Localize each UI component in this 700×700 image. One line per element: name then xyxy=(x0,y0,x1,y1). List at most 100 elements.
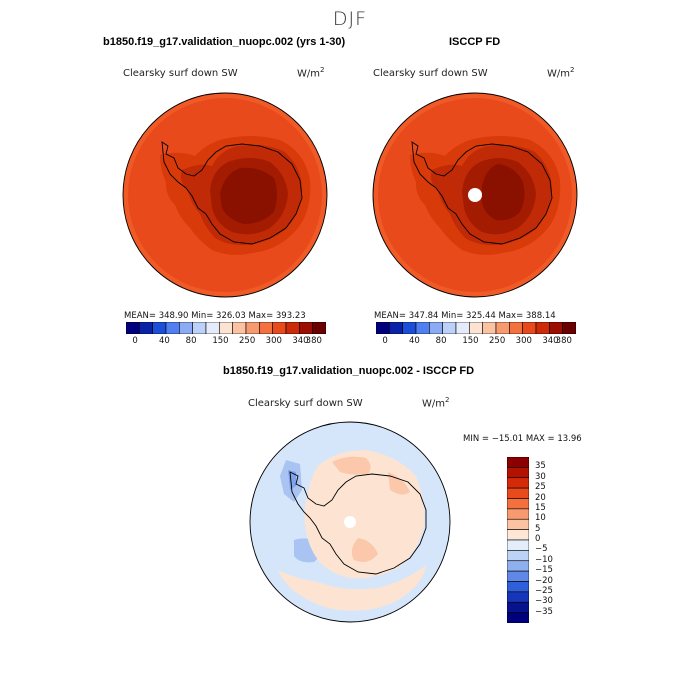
panel1-colorbar-tick-label: 80 xyxy=(185,336,197,346)
diff-positive-patch-north xyxy=(332,456,371,475)
diff-colorbar-label: −25 xyxy=(535,585,553,596)
panel2-ocean-edge xyxy=(373,93,577,297)
panel2-colorbar-swatch xyxy=(495,322,510,334)
panel1-colorbar-swatch xyxy=(272,322,287,334)
panel2-coastline xyxy=(411,141,553,245)
panel1-stats: MEAN= 348.90 Min= 326.03 Max= 393.23 xyxy=(124,311,306,321)
diff-colorbar-label: −35 xyxy=(535,606,553,617)
diff-colorbar-label: 20 xyxy=(535,492,546,503)
panel1-colorbar-swatch xyxy=(232,322,247,334)
panel1-colorbar-ticks: 0 40 80 150 250 300 340 380 xyxy=(126,336,326,348)
panel1-colorbar-swatch xyxy=(285,322,300,334)
diff-colorbar-swatch xyxy=(507,487,529,499)
panel1-colorbar-swatch xyxy=(259,322,273,334)
panel1-colorbar-swatch xyxy=(245,322,260,334)
diff-colorbar-swatch xyxy=(507,581,529,593)
panel1-coastline xyxy=(161,141,303,245)
panel1-colorbar-tick-label: 40 xyxy=(159,336,170,346)
panel1-colorbar-swatch xyxy=(139,322,153,334)
panel1-colorbar-tick-label: 150 xyxy=(212,336,229,346)
diff-colorbar-swatch xyxy=(507,570,529,582)
panel1-colorbar-tick-label: 340 xyxy=(292,336,309,346)
panel2-dome xyxy=(482,164,525,221)
panel2-colorbar-tick-label: 300 xyxy=(515,336,532,346)
diff-colorbar-swatch xyxy=(507,477,529,489)
panel2-colorbar-swatch xyxy=(442,322,457,334)
diff-colorbar-swatch xyxy=(507,529,529,541)
panel2-stats: MEAN= 347.84 Min= 325.44 Max= 388.14 xyxy=(374,311,556,321)
panel1-colorbar-tick-label: 250 xyxy=(239,336,256,346)
diff-coastline xyxy=(289,471,427,575)
panel1-colorbar-swatch xyxy=(126,322,140,334)
diff-positive-patch-east xyxy=(388,472,410,495)
panel2-colorbar-tick-label: 80 xyxy=(435,336,447,346)
diff-colorbar-label: 25 xyxy=(535,482,546,493)
panel2-colorbar-tick-label: 340 xyxy=(542,336,559,346)
diff-colorbar-labels: 35 30 25 20 15 10 5 0 −5 −10 −15 −20 −25 −30 −35 xyxy=(533,457,573,623)
diff-colorbar-label: −15 xyxy=(535,565,553,576)
panel2-colorbar-swatch xyxy=(429,322,443,334)
panel1-colorbar-tick-label: 300 xyxy=(265,336,282,346)
panel2-variable-label: Clearsky surf down SW xyxy=(373,68,488,79)
panel2-colorbar-swatch xyxy=(535,322,550,334)
diff-colorbar-label: 10 xyxy=(535,513,546,524)
diff-colorbar-swatch xyxy=(507,498,529,510)
panel1-colorbar-swatch xyxy=(205,322,220,334)
panel2-colorbar-swatch xyxy=(402,322,417,334)
panel1-colorbar-swatch xyxy=(165,322,180,334)
panel1-dome xyxy=(220,167,277,224)
diff-colorbar-swatch xyxy=(507,612,529,623)
panel1-colorbar-swatch xyxy=(299,322,313,334)
diff-colorbar-label: 0 xyxy=(535,534,541,544)
diff-pole-hole xyxy=(344,516,356,528)
diff-title: b1850.f19_g17.validation_nuopc.002 - ISC… xyxy=(223,365,475,377)
panel1-colorbar-tick-label: 0 xyxy=(132,336,138,346)
diff-colorbar-swatch xyxy=(507,467,529,479)
diff-colorbar-swatch xyxy=(507,550,529,562)
diff-colorbar-label: 35 xyxy=(535,461,546,472)
panel2-colorbar-swatch xyxy=(562,322,576,334)
panel1-ocean-edge xyxy=(123,93,327,297)
diff-colorbar-swatch xyxy=(507,601,529,613)
panel1-colorbar xyxy=(126,322,326,334)
panel1-colorbar-swatch xyxy=(219,322,233,334)
panel2-colorbar-swatch xyxy=(509,322,523,334)
diff-positive-patch-south xyxy=(351,538,378,562)
diff-minmax: MIN = −15.01 MAX = 13.96 xyxy=(463,434,582,444)
panel2-colorbar-swatch xyxy=(482,322,497,334)
panel1-map-border xyxy=(122,92,328,298)
panel1-colorbar-swatch xyxy=(192,322,207,334)
panel1-colorbar-swatch xyxy=(312,322,326,334)
diff-colorbar-swatch xyxy=(507,539,529,551)
panel1-units-label: W/m2 xyxy=(297,66,325,80)
panel2-units-label: W/m2 xyxy=(547,66,575,80)
diff-colorbar-label: 5 xyxy=(535,523,541,534)
diff-colorbar-label: −30 xyxy=(535,596,553,607)
panel2-colorbar-tick-label: 0 xyxy=(382,336,388,346)
diff-colorbar-label: −20 xyxy=(535,575,553,586)
panel2-pole-hole xyxy=(468,188,482,202)
panel1-variable-label: Clearsky surf down SW xyxy=(123,68,238,79)
panel2-colorbar-tick-label: 380 xyxy=(555,336,572,346)
panel2-title: ISCCP FD xyxy=(449,36,501,48)
panel2-colorbar xyxy=(376,322,576,334)
panel1-polar-map xyxy=(122,92,328,298)
diff-variable-label: Clearsky surf down SW xyxy=(248,398,363,409)
diff-units-label: W/m2 xyxy=(422,396,450,410)
diff-colorbar-swatch xyxy=(507,508,529,520)
panel1-title: b1850.f19_g17.validation_nuopc.002 (yrs … xyxy=(103,36,346,48)
diff-colorbar-swatch xyxy=(507,518,529,530)
panel2-polar-map xyxy=(372,92,578,298)
panel2-colorbar-swatch xyxy=(415,322,430,334)
panel2-colorbar-tick-label: 40 xyxy=(409,336,420,346)
diff-colorbar-label: −5 xyxy=(535,544,548,555)
panel2-colorbar-swatch xyxy=(455,322,470,334)
diff-map-border xyxy=(249,421,451,623)
panel1-colorbar-tick-label: 380 xyxy=(305,336,322,346)
diff-colorbar-swatch xyxy=(507,591,529,603)
panel2-colorbar-tick-label: 150 xyxy=(462,336,479,346)
diff-colorbar-label: 30 xyxy=(535,471,546,482)
panel2-colorbar-swatch xyxy=(376,322,390,334)
panel2-colorbar-swatch xyxy=(522,322,537,334)
panel2-colorbar-ticks: 0 40 80 150 250 300 340 380 xyxy=(376,336,576,348)
